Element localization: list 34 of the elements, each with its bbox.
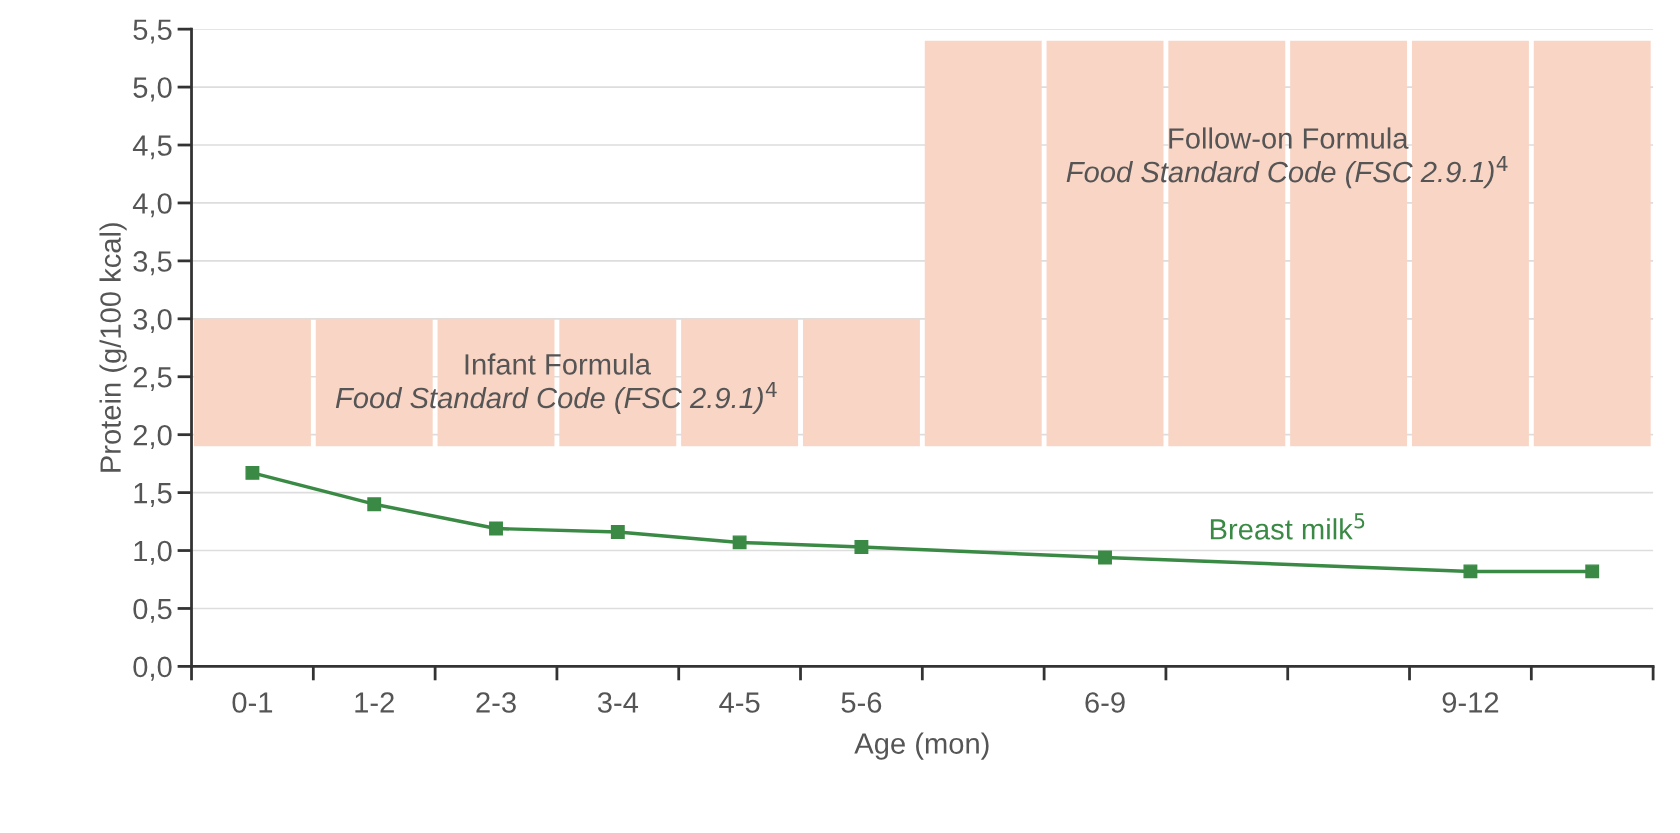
x-tick-label: 4-5 [719,692,760,713]
y-tick-label: 5,0 [133,77,172,102]
point [610,525,625,539]
y-tick-label: 4,0 [132,193,172,218]
point [367,497,382,512]
y-tick-label: 1,0 [134,540,172,565]
x-tick-label: 3-4 [597,692,639,713]
point [489,521,503,536]
annotation: Infant Formula Food Standard Code (FSC 2.9.1)$^{4}$ [335,353,777,415]
y-tick-label: 1,5 [134,483,172,507]
point [732,535,747,550]
annotation: Follow-on Formula Food Standard Code (FSC 2.9.1)$^{4}$ [1066,127,1508,189]
y-tick-label: 0,5 [133,598,172,623]
x-tick-label: 5-6 [841,692,882,713]
y-tick-label: 2,5 [133,366,172,392]
y-tick-label: 0,0 [133,656,172,681]
point [1585,564,1600,579]
x-axis-title: Age (mon) [854,732,989,760]
x-tick-label: 2-3 [476,692,516,713]
x-tick-label: 6-9 [1085,692,1125,713]
point [1463,564,1478,579]
x-tick-label: 0-1 [232,692,273,713]
point [854,540,869,555]
series-label: Breast milk$^{5}$ [1210,513,1365,540]
point [1098,550,1112,565]
y-axis-title: Protein (g/100 kcal) [99,223,127,472]
y-tick-label: 3,5 [133,251,172,276]
y-tick-label: 2,0 [133,424,172,449]
x-tick-label: 9-12 [1442,692,1499,713]
point [245,465,260,480]
y-tick-label: 3,0 [133,309,172,334]
y-tick-label: 5,5 [133,19,172,44]
x-tick-label: 1-2 [355,692,394,713]
y-tick-label: 4,5 [132,135,172,160]
